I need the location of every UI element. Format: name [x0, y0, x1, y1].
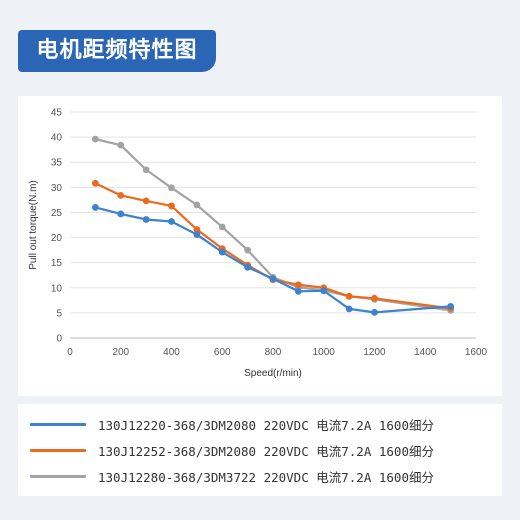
x-axis-label: Speed(r/min): [244, 368, 302, 379]
x-tick-label: 200: [112, 347, 129, 358]
legend-label: 130J12280-368/3DM3722 220VDC 电流7.2A 1600…: [98, 469, 434, 485]
legend-label: 130J12252-368/3DM2080 220VDC 电流7.2A 1600…: [98, 443, 434, 459]
data-point: [218, 223, 226, 231]
x-tick-label: 400: [163, 347, 180, 358]
grid-lines: [70, 111, 476, 339]
data-point: [117, 210, 125, 218]
data-point: [91, 179, 99, 187]
y-axis-label: Pull out torque(N.m): [28, 180, 39, 269]
chart-panel: 0 5 10 15 20 25 30 35 40 45 0 200 400 600 800 1000 1200…: [18, 96, 502, 396]
data-point: [244, 263, 252, 271]
data-point: [193, 201, 201, 209]
y-tick-label: 25: [51, 208, 63, 219]
data-point: [244, 246, 252, 254]
data-point: [168, 202, 175, 210]
data-point: [447, 302, 455, 310]
data-point: [371, 294, 378, 302]
data-point: [117, 191, 125, 199]
y-tick-label: 45: [51, 108, 63, 119]
y-tick-label: 0: [56, 334, 62, 345]
x-tick-label: 1600: [465, 347, 488, 358]
y-tick-label: 15: [51, 258, 63, 269]
legend-entry: 130J12280-368/3DM3722 220VDC 电流7.2A 1600…: [18, 464, 502, 488]
y-tick-label: 40: [51, 133, 63, 144]
y-tick-labels: 0 5 10 15 20 25 30 35 40 45: [51, 108, 63, 345]
data-point: [218, 248, 226, 256]
data-point: [320, 287, 328, 295]
x-tick-label: 600: [214, 347, 231, 358]
y-tick-label: 35: [51, 158, 63, 169]
data-point: [168, 184, 175, 192]
data-point: [371, 308, 378, 316]
y-tick-label: 30: [51, 183, 63, 194]
x-tick-label: 1000: [313, 347, 336, 358]
data-point: [294, 281, 302, 289]
x-tick-label: 1200: [363, 347, 386, 358]
legend-label: 130J12220-368/3DM2080 220VDC 电流7.2A 1600…: [98, 417, 434, 433]
y-tick-label: 20: [51, 233, 63, 244]
legend: 130J12220-368/3DM2080 220VDC 电流7.2A 1600…: [18, 404, 502, 496]
x-tick-label: 1400: [414, 347, 437, 358]
page-title: 电机距频特性图: [18, 30, 216, 72]
series-line: [95, 138, 451, 312]
data-point: [294, 287, 302, 295]
legend-entry: 130J12220-368/3DM2080 220VDC 电流7.2A 1600…: [18, 412, 502, 436]
legend-swatch: [30, 422, 86, 426]
data-point: [269, 275, 277, 283]
y-tick-label: 5: [56, 308, 62, 319]
data-point: [168, 218, 175, 225]
x-tick-label: 800: [265, 347, 282, 358]
data-point: [142, 216, 150, 223]
legend-swatch: [30, 474, 86, 478]
data-point: [142, 166, 150, 174]
data-point: [117, 141, 125, 149]
x-tick-label: 0: [67, 347, 73, 358]
series-line: [95, 206, 451, 314]
data-point: [91, 135, 99, 143]
data-point: [142, 197, 150, 205]
legend-entry: 130J12252-368/3DM2080 220VDC 电流7.2A 1600…: [18, 438, 502, 462]
data-point: [193, 226, 201, 233]
y-tick-label: 10: [51, 283, 63, 294]
torque-speed-chart: 0 5 10 15 20 25 30 35 40 45 0 200 400 600 800 1000 1200…: [28, 108, 488, 380]
data-point: [91, 204, 99, 211]
data-point: [345, 305, 353, 313]
data-point: [193, 231, 201, 238]
series-lines: [91, 135, 455, 316]
data-point: [345, 292, 353, 300]
x-tick-labels: 0 200 400 600 800 1000 1200 1400 1600: [67, 347, 487, 358]
legend-swatch: [30, 448, 86, 452]
